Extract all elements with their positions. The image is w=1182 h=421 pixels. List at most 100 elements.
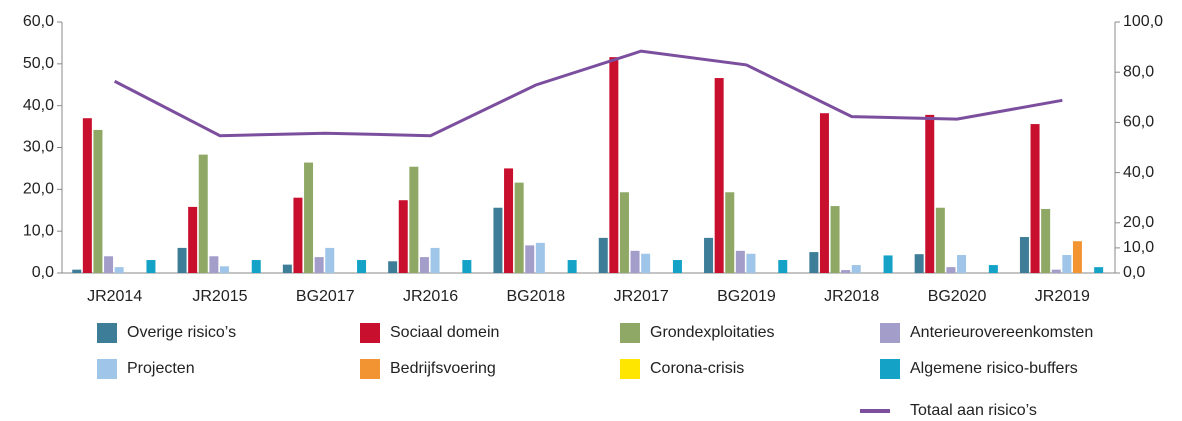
bar (398, 200, 408, 273)
total-line (113, 49, 1063, 138)
legend-swatch (620, 359, 640, 379)
bar (209, 256, 219, 273)
bar (851, 265, 861, 273)
legend-swatch (97, 323, 117, 343)
y2-tick-label: 80,0 (1123, 63, 1154, 80)
y-tick-label: 0,0 (32, 264, 54, 281)
bar (641, 253, 651, 273)
bar (1030, 124, 1040, 273)
bar (914, 254, 924, 273)
bar (177, 247, 187, 273)
bar (514, 182, 524, 273)
bar (462, 260, 472, 273)
legend-label: Projecten (127, 360, 195, 377)
y2-tick-label: 60,0 (1123, 114, 1154, 131)
bar (598, 237, 608, 273)
bar (82, 118, 92, 273)
legend-label: Algemene risico-buffers (910, 360, 1078, 377)
x-tick-label: JR2018 (824, 288, 879, 305)
bar (357, 260, 367, 273)
bar (567, 260, 577, 273)
bar (1072, 241, 1082, 273)
x-tick-label: JR2019 (1035, 288, 1090, 305)
bar (304, 162, 314, 273)
bar (935, 207, 945, 273)
x-tick-label: BG2020 (928, 288, 987, 305)
bar (314, 257, 324, 273)
bar (493, 207, 503, 273)
bar (388, 261, 398, 273)
legend-label: Sociaal domein (390, 324, 499, 341)
bar (104, 256, 114, 273)
bar (819, 113, 829, 274)
legend-swatch (620, 323, 640, 343)
bar (525, 245, 535, 273)
bar (809, 252, 819, 273)
bar (325, 247, 335, 273)
x-tick-label: BG2018 (506, 288, 565, 305)
bar (504, 168, 514, 273)
legend-label: Grondexploitaties (650, 324, 775, 341)
bar (188, 206, 198, 273)
bar (1019, 237, 1029, 273)
y2-tick-label: 20,0 (1123, 214, 1154, 231)
y-tick-label: 40,0 (23, 97, 54, 114)
y-tick-label: 20,0 (23, 181, 54, 198)
bar (251, 260, 261, 273)
bar (841, 270, 851, 273)
bar (219, 266, 229, 273)
legend-label: Bedrijfsvoering (390, 360, 496, 377)
bar (988, 265, 998, 273)
legend-swatch (97, 359, 117, 379)
legend-label: Overige risico’s (127, 324, 236, 341)
bar (535, 242, 545, 273)
bar (609, 57, 619, 273)
y-tick-label: 50,0 (23, 55, 54, 72)
bar (925, 114, 935, 274)
y2-tick-label: 40,0 (1123, 164, 1154, 181)
x-tick-label: JR2017 (614, 288, 669, 305)
x-tick-label: BG2019 (717, 288, 776, 305)
bar (883, 255, 893, 273)
bar (282, 264, 292, 273)
bar (619, 192, 629, 273)
y2-tick-label: 100,0 (1123, 13, 1163, 30)
y-tick-label: 60,0 (23, 13, 54, 30)
bar (1041, 208, 1051, 273)
y-tick-label: 10,0 (23, 222, 54, 239)
legend-label: Totaal aan risico’s (910, 402, 1037, 419)
legend-swatch (360, 323, 380, 343)
bar (72, 269, 82, 273)
y-tick-label: 30,0 (23, 139, 54, 156)
bar (957, 255, 967, 273)
bar (746, 253, 756, 273)
bar (409, 166, 419, 273)
y2-tick-label: 0,0 (1123, 264, 1145, 281)
x-tick-label: BG2017 (296, 288, 355, 305)
bar (630, 250, 640, 273)
bar (778, 260, 788, 273)
legend-swatch (880, 323, 900, 343)
bar (93, 129, 103, 273)
bar (114, 267, 124, 273)
bar (946, 267, 956, 273)
legend-swatch (880, 359, 900, 379)
bar (293, 197, 303, 273)
bar (830, 206, 840, 273)
bar (198, 154, 208, 273)
x-tick-label: JR2015 (192, 288, 247, 305)
bar (1062, 255, 1072, 273)
legend-label: Anterieurovereenkomsten (910, 324, 1093, 341)
bar (146, 260, 156, 273)
bar (1094, 267, 1104, 273)
legend-swatch (360, 359, 380, 379)
x-tick-label: JR2016 (403, 288, 458, 305)
bar (735, 250, 745, 273)
bar (714, 78, 724, 273)
bar (672, 260, 682, 273)
y2-tick-label: 10,0 (1123, 239, 1154, 256)
bar (430, 247, 440, 273)
bar (419, 257, 429, 273)
bar (704, 237, 714, 273)
legend-label: Corona-crisis (650, 360, 744, 377)
